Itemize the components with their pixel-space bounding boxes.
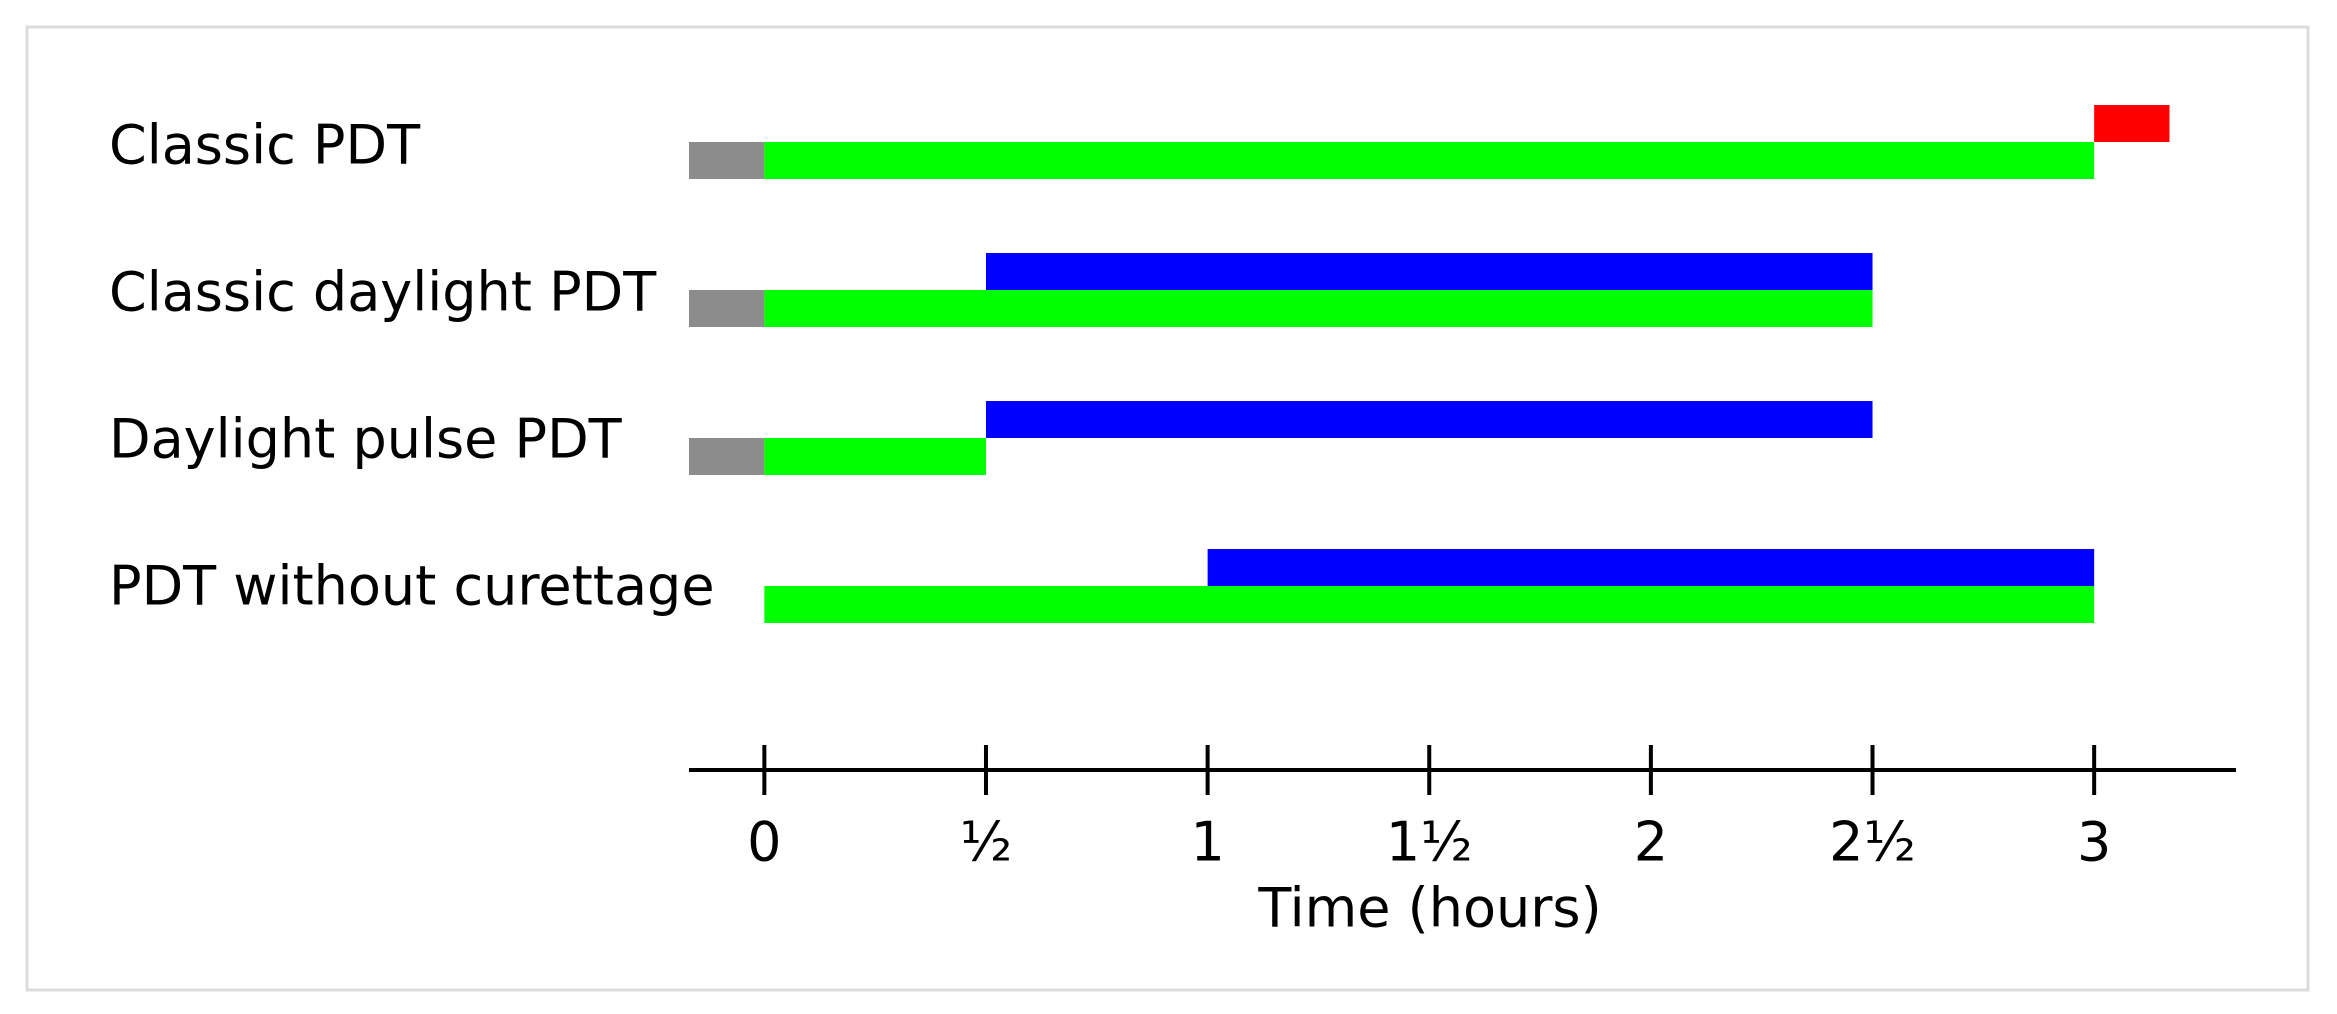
bar-segment xyxy=(764,438,986,475)
bar-segment xyxy=(764,142,2095,179)
bar-segment xyxy=(2094,105,2170,142)
x-axis-title: Time (hours) xyxy=(1257,877,1601,940)
row-label: Daylight pulse PDT xyxy=(109,408,623,471)
bar-segment xyxy=(689,142,765,179)
bar-segment xyxy=(985,401,1873,438)
bar-segment xyxy=(689,438,765,475)
row-label: Classic daylight PDT xyxy=(109,261,657,324)
x-tick-label: 2½ xyxy=(1829,811,1916,874)
row-label: PDT without curettage xyxy=(109,555,715,618)
x-tick-label: 3 xyxy=(2077,811,2111,874)
row-label: Classic PDT xyxy=(109,114,421,177)
x-tick-label: 2 xyxy=(1634,811,1668,874)
bar-segment xyxy=(985,253,1873,290)
x-tick-label: 1 xyxy=(1190,811,1224,874)
x-tick-label: 1½ xyxy=(1386,811,1473,874)
x-tick-label: ½ xyxy=(960,811,1012,874)
bar-segment xyxy=(689,290,765,327)
frame xyxy=(25,25,2310,992)
bar-segment xyxy=(1207,549,2095,586)
bar-segment xyxy=(764,586,2095,623)
bar-segment xyxy=(764,290,1873,327)
x-tick-label: 0 xyxy=(747,811,781,874)
